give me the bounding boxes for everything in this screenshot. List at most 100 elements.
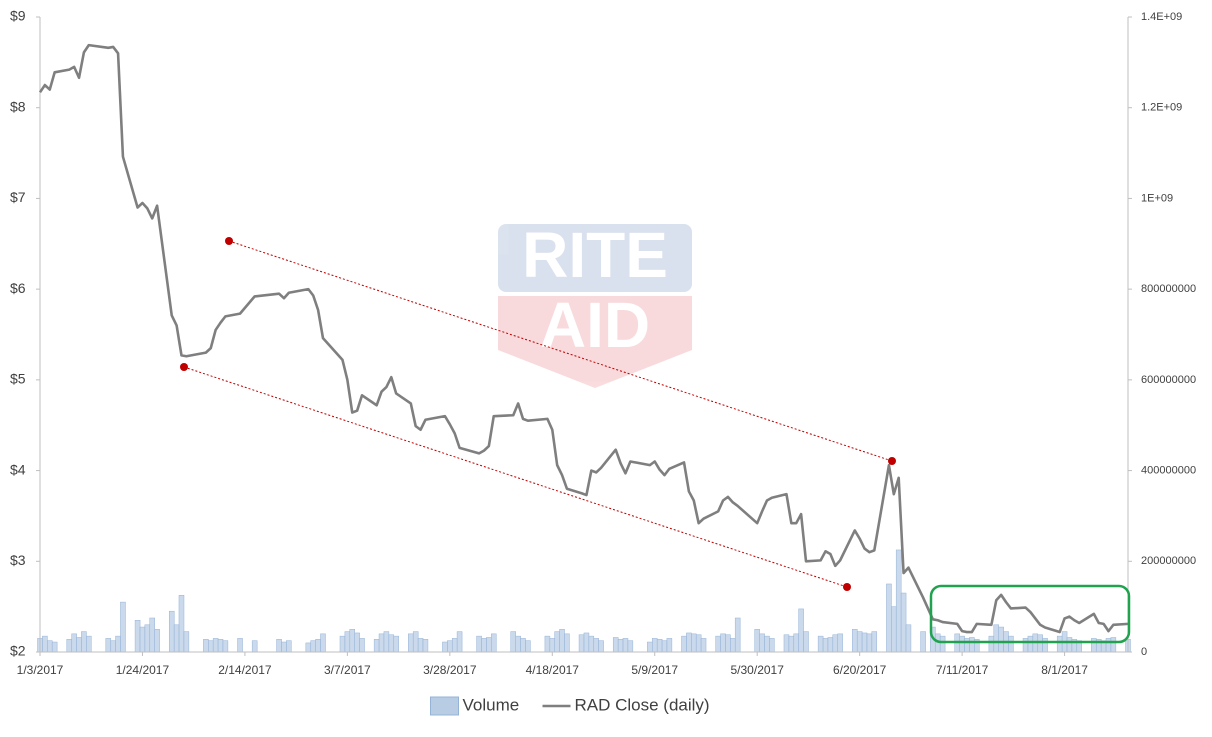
volume-bar [783,634,790,653]
volume-bar [720,633,726,653]
legend-swatch [430,696,459,716]
trend-point [843,583,851,591]
volume-bar [451,638,458,653]
volume-bar [383,631,390,653]
volume-bar [139,626,146,653]
volume-bar [486,637,492,653]
volume-bar [764,635,770,653]
volume-bar [666,638,673,653]
y2-tick-label: 1E+09 [1141,192,1173,204]
x-tick-label: 5/9/2017 [631,663,678,677]
volume-bar [959,635,965,653]
y2-tick-label: 400000000 [1141,464,1196,476]
volume-bar [891,606,897,653]
volume-bar [1042,638,1048,653]
volume-bars [37,549,1131,653]
volume-bar [730,638,736,653]
volume-bar [76,637,82,653]
volume-bar [490,633,497,653]
volume-bar [651,638,658,653]
x-tick-label: 3/7/2017 [324,663,371,677]
volume-bar [691,633,697,653]
volume-bar [998,626,1004,653]
y-tick-label: $2 [10,643,26,659]
trend-line [228,240,893,462]
volume-bar [417,638,424,653]
volume-bar [212,638,219,653]
volume-bar [42,635,48,653]
x-tick-label: 8/1/2017 [1041,663,1088,677]
volume-bar [817,635,824,653]
volume-bar [612,637,619,653]
legend-label: Volume [463,695,520,714]
annotations [180,237,1131,644]
volume-bar [237,638,243,653]
volume-bar [895,549,902,653]
tick-labels: $2 $3 $4 $5 $6 $7 $8 $9 0 200000000 400000000 60000… [10,8,1196,677]
volume-bar [251,640,258,653]
volume-bar [183,631,190,653]
volume-bar [1066,637,1073,653]
volume-bar [969,637,975,653]
trend-line [183,366,848,588]
volume-bar [520,638,526,653]
volume-bar [447,640,453,653]
volume-bar [1110,637,1117,653]
volume-bar [305,642,312,653]
volume-bar [759,633,765,653]
volume-bar [715,635,721,653]
volume-bar [798,608,804,653]
volume-bar [1105,638,1112,653]
volume-bar [769,638,775,653]
volume-bar [988,635,995,653]
logo-text: AID [540,289,650,361]
y2-tick-label: 800000000 [1141,283,1196,295]
volume-bar [378,633,385,653]
volume-bar [852,629,858,653]
volume-bar [661,640,668,653]
volume-bar [66,639,73,653]
volume-bar [120,601,126,653]
volume-bar [476,635,482,653]
volume-bar [803,631,809,653]
volume-bar [412,631,419,653]
volume-bar [144,624,151,653]
volume-bar [564,633,570,653]
x-tick-label: 6/20/2017 [833,663,887,677]
volume-bar [1037,634,1043,653]
volume-bar [149,617,155,653]
volume-bar [168,610,175,653]
y2-tick-label: 0 [1141,646,1147,658]
x-tick-label: 1/24/2017 [116,663,170,677]
volume-bar [354,632,360,653]
volume-bar [788,635,795,653]
volume-bar [598,640,604,653]
volume-bar [725,634,731,653]
volume-bar [393,635,399,653]
volume-bar [832,634,839,653]
volume-bar [1091,638,1097,653]
volume-bar [686,632,692,653]
y-tick-label: $5 [10,371,26,387]
volume-bar [1022,638,1029,653]
volume-bar [442,641,448,653]
volume-bar [47,640,53,653]
volume-bar [822,638,829,653]
volume-bar [173,624,180,653]
logo-bottom [498,296,692,388]
volume-bar [871,631,878,653]
volume-bar [310,640,316,653]
x-tick-label: 3/28/2017 [423,663,477,677]
volume-bar [593,638,599,653]
logo-text: RITE [522,219,668,291]
volume-bar [525,640,531,653]
volume-bar [86,635,92,653]
volume-bar [276,639,282,653]
x-tick-label: 5/30/2017 [731,663,785,677]
volume-bar [110,640,116,653]
volume-bar [866,633,873,653]
volume-bar [695,634,702,653]
trend-point [888,457,896,465]
y-tick-label: $6 [10,280,26,296]
